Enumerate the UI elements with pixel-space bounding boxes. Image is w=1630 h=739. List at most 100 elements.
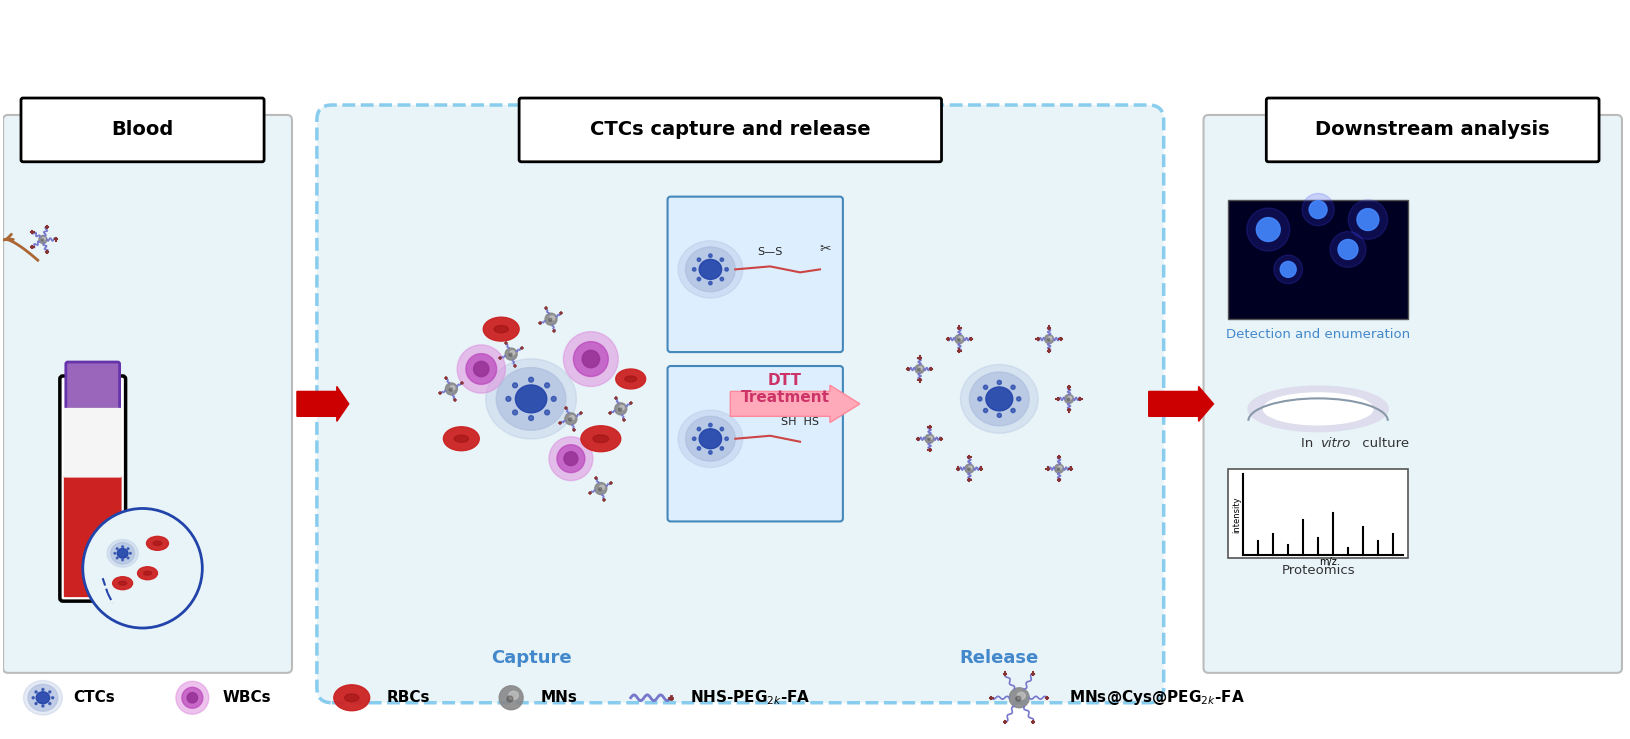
Circle shape (709, 282, 712, 285)
Circle shape (528, 415, 533, 420)
Circle shape (978, 397, 981, 401)
Text: Proteomics: Proteomics (1281, 564, 1355, 576)
Circle shape (1009, 688, 1029, 708)
Circle shape (1338, 239, 1358, 259)
FancyBboxPatch shape (65, 362, 119, 411)
Circle shape (33, 697, 34, 699)
Ellipse shape (515, 385, 546, 413)
Ellipse shape (108, 539, 139, 567)
Ellipse shape (496, 367, 566, 430)
Circle shape (720, 446, 724, 450)
Ellipse shape (582, 350, 600, 368)
Ellipse shape (574, 341, 608, 376)
Text: DTT
Treatment: DTT Treatment (740, 372, 830, 405)
Ellipse shape (137, 567, 158, 579)
Circle shape (998, 413, 1001, 418)
FancyBboxPatch shape (1229, 469, 1408, 558)
Text: Blood: Blood (111, 120, 174, 140)
Circle shape (595, 483, 606, 494)
Ellipse shape (153, 541, 161, 545)
Ellipse shape (147, 537, 168, 551)
FancyBboxPatch shape (60, 376, 126, 601)
Ellipse shape (986, 387, 1012, 411)
Ellipse shape (176, 681, 209, 714)
FancyBboxPatch shape (1267, 98, 1599, 162)
Ellipse shape (570, 415, 574, 420)
FancyArrow shape (1149, 386, 1213, 421)
FancyBboxPatch shape (21, 98, 264, 162)
Ellipse shape (557, 445, 585, 473)
Ellipse shape (960, 364, 1038, 433)
Ellipse shape (1015, 696, 1020, 701)
Circle shape (698, 446, 701, 450)
Ellipse shape (918, 368, 921, 370)
Circle shape (965, 464, 973, 473)
FancyBboxPatch shape (316, 105, 1164, 703)
Ellipse shape (564, 452, 579, 466)
Circle shape (1011, 409, 1015, 412)
Circle shape (544, 383, 549, 388)
Ellipse shape (1048, 337, 1051, 340)
Circle shape (499, 686, 523, 709)
Circle shape (544, 410, 549, 415)
Ellipse shape (450, 386, 455, 390)
Ellipse shape (549, 319, 553, 321)
Circle shape (1045, 335, 1053, 344)
Circle shape (116, 548, 117, 550)
Circle shape (1275, 255, 1302, 284)
Ellipse shape (598, 488, 601, 491)
Text: Capture: Capture (491, 649, 572, 667)
Ellipse shape (450, 388, 452, 391)
Circle shape (709, 451, 712, 454)
Circle shape (615, 403, 626, 415)
Circle shape (693, 268, 696, 271)
Ellipse shape (968, 466, 971, 469)
Circle shape (983, 409, 988, 412)
Ellipse shape (927, 438, 931, 440)
Circle shape (720, 258, 724, 262)
Circle shape (1011, 385, 1015, 389)
Text: In: In (1301, 437, 1317, 450)
Ellipse shape (699, 429, 722, 449)
Ellipse shape (112, 576, 132, 590)
Text: MNs@Cys@PEG$_{2k}$-FA: MNs@Cys@PEG$_{2k}$-FA (1069, 688, 1245, 707)
Ellipse shape (699, 259, 722, 279)
Circle shape (1348, 200, 1387, 239)
Circle shape (551, 396, 556, 401)
Ellipse shape (1058, 466, 1061, 469)
Text: Detection and enumeration: Detection and enumeration (1226, 327, 1410, 341)
Ellipse shape (486, 359, 577, 439)
Circle shape (1309, 200, 1327, 219)
Circle shape (505, 348, 517, 360)
Ellipse shape (41, 239, 44, 241)
Circle shape (720, 277, 724, 281)
Ellipse shape (686, 416, 735, 461)
Ellipse shape (466, 354, 497, 384)
Text: NHS-PEG$_{2k}$-FA: NHS-PEG$_{2k}$-FA (691, 689, 812, 707)
FancyArrow shape (730, 385, 861, 423)
Ellipse shape (1249, 386, 1387, 432)
FancyBboxPatch shape (668, 366, 843, 522)
Circle shape (39, 236, 47, 243)
Circle shape (127, 557, 129, 559)
Ellipse shape (549, 316, 554, 320)
Circle shape (34, 703, 37, 704)
Ellipse shape (1048, 338, 1050, 341)
Circle shape (116, 557, 117, 559)
Ellipse shape (494, 326, 509, 333)
Circle shape (926, 435, 934, 443)
Ellipse shape (443, 427, 479, 451)
FancyArrow shape (297, 386, 349, 421)
FancyBboxPatch shape (668, 197, 843, 352)
FancyBboxPatch shape (518, 98, 942, 162)
Ellipse shape (111, 542, 135, 564)
Circle shape (698, 277, 701, 281)
Circle shape (1257, 217, 1280, 242)
FancyBboxPatch shape (64, 408, 122, 477)
Circle shape (34, 691, 37, 693)
Text: vitro: vitro (1320, 437, 1351, 450)
Text: SH  HS: SH HS (781, 417, 818, 427)
Ellipse shape (507, 696, 513, 702)
Ellipse shape (929, 436, 932, 440)
Circle shape (83, 508, 202, 628)
